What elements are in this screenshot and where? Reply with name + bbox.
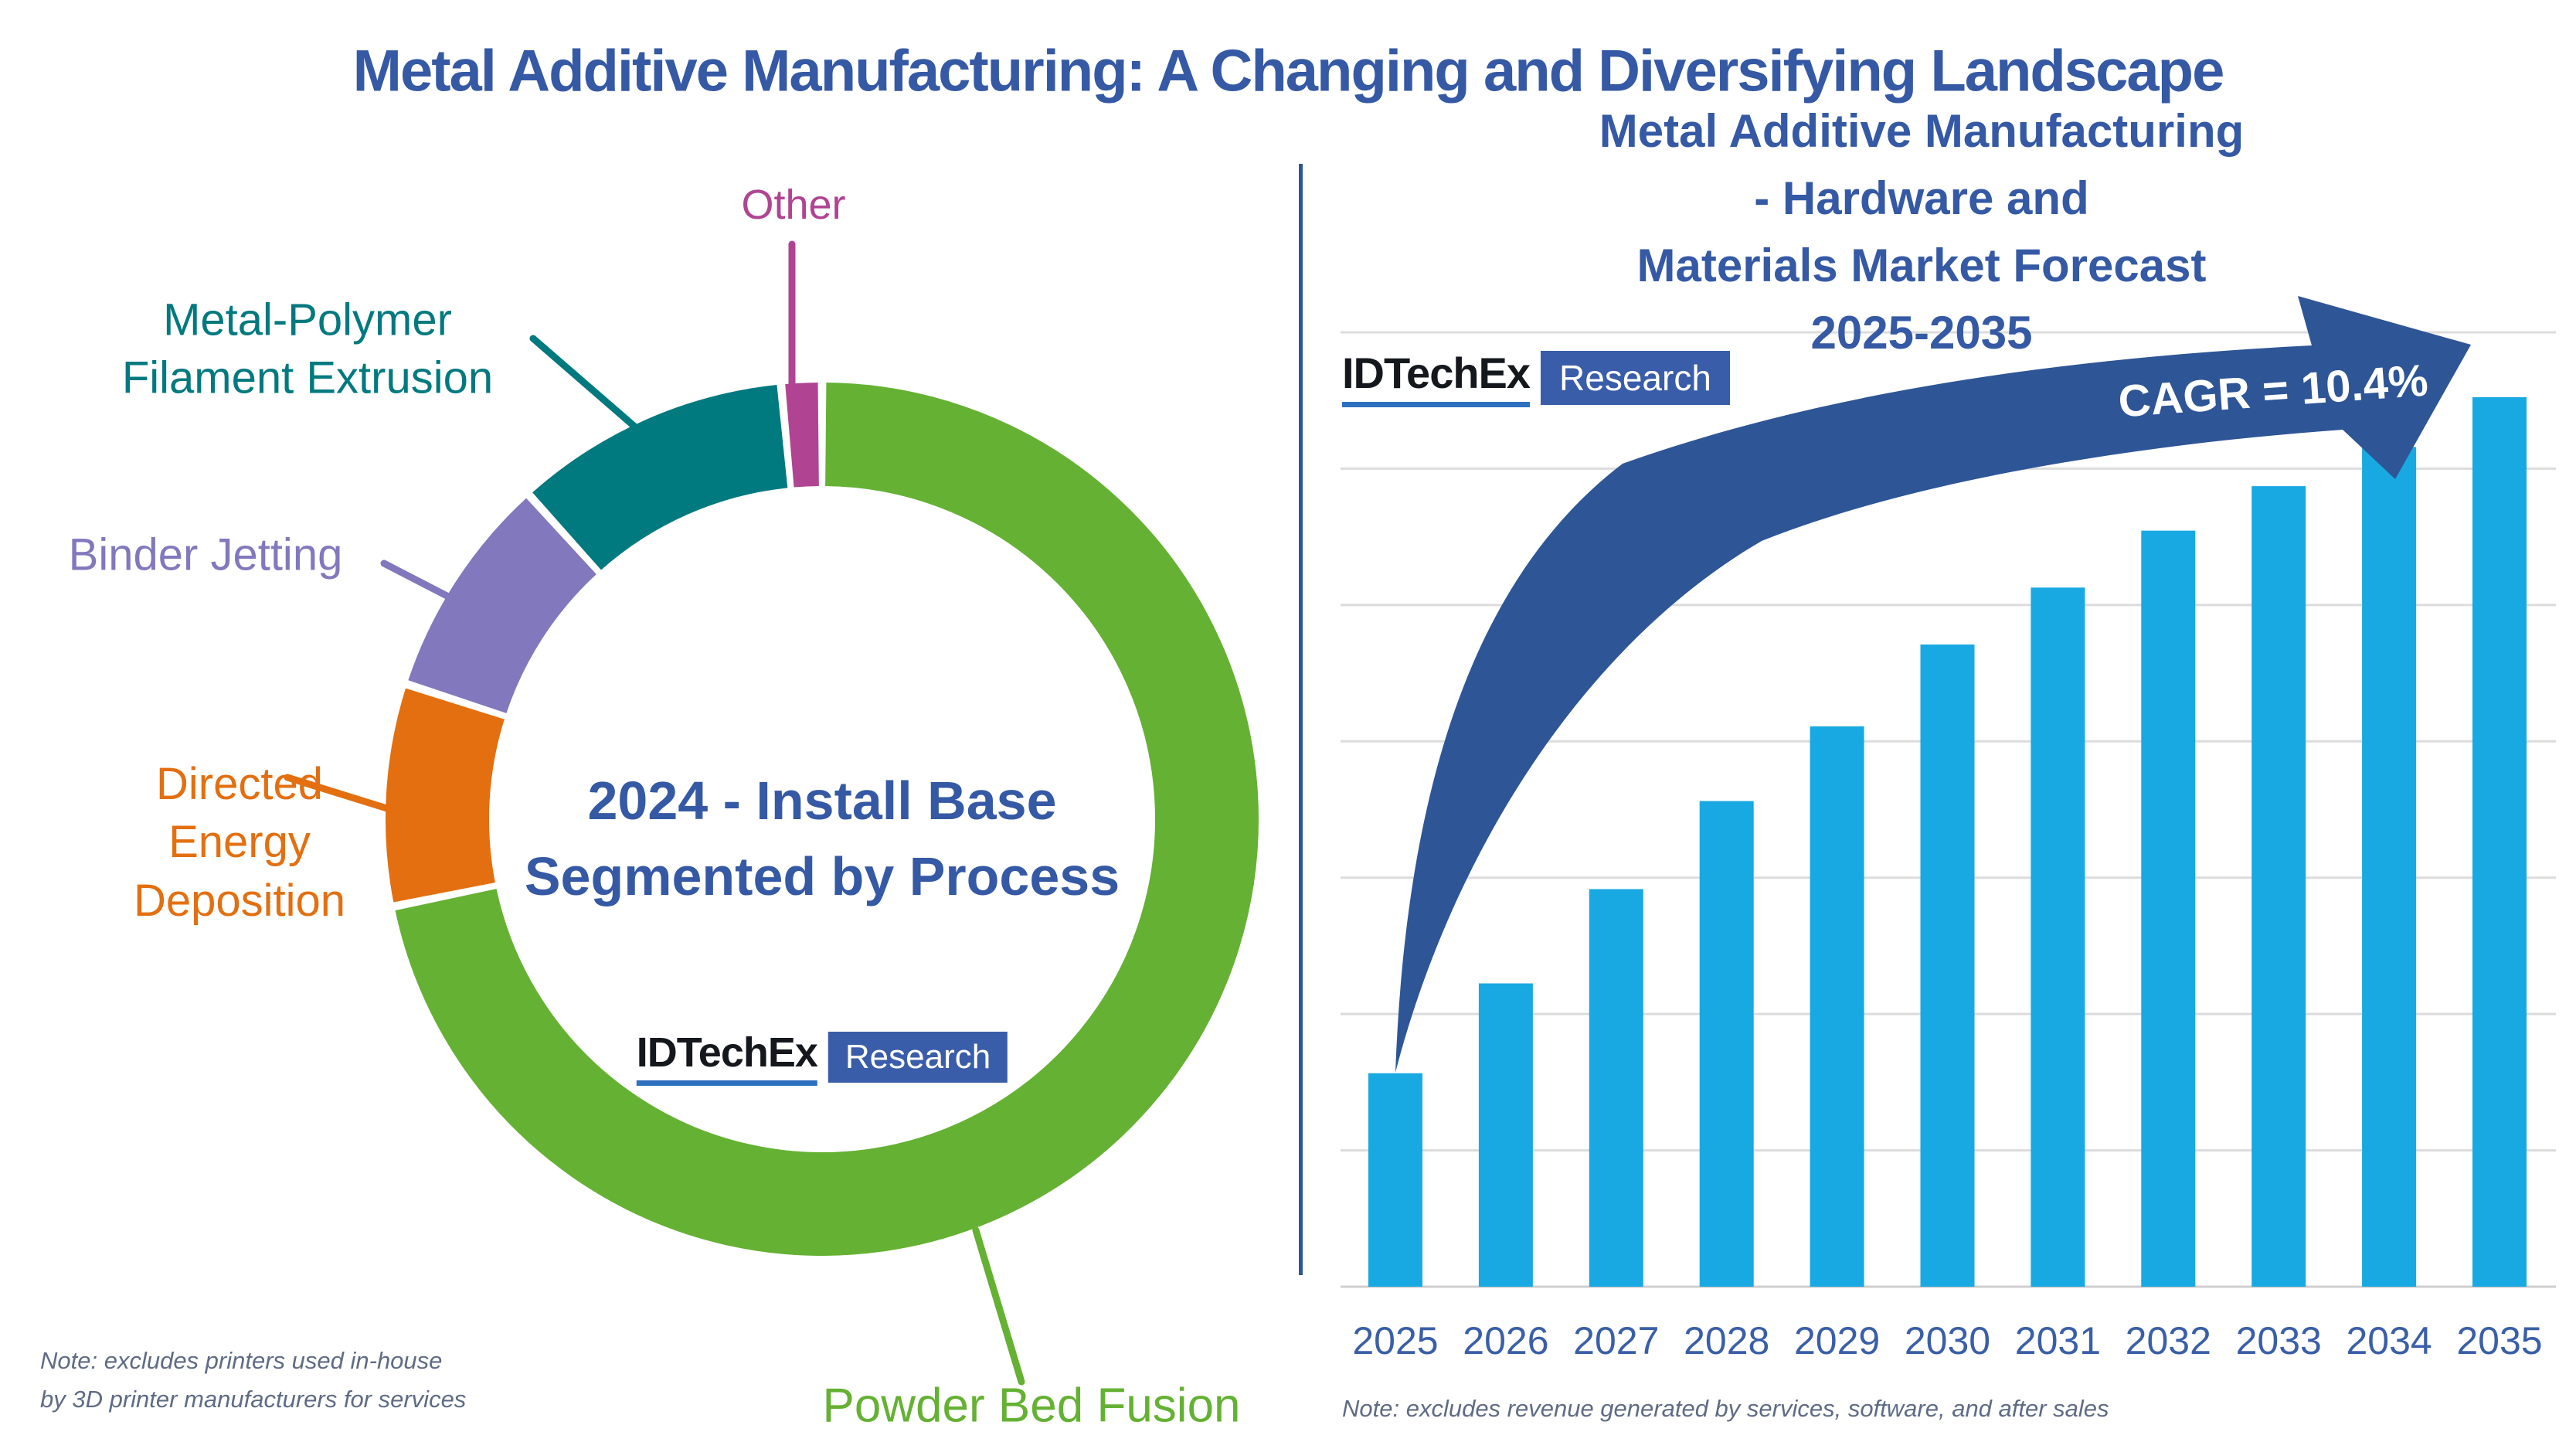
- research-badge: Research: [1541, 350, 1730, 405]
- x-axis-label-2031: 2031: [2015, 1319, 2101, 1362]
- bar-2033: [2251, 486, 2306, 1287]
- research-badge: Research: [828, 1032, 1008, 1083]
- x-axis-label-2035: 2035: [2456, 1319, 2542, 1362]
- donut-center-title: 2024 - Install Base Segmented by Process: [524, 770, 1120, 906]
- bar-2027: [1589, 889, 1643, 1287]
- x-axis-label-2026: 2026: [1463, 1319, 1548, 1362]
- x-axis-label-2029: 2029: [1794, 1319, 1880, 1362]
- bar-chart-footnote: Note: excludes revenue generated by serv…: [1342, 1395, 2109, 1422]
- x-axis-label-2025: 2025: [1352, 1319, 1438, 1362]
- bar-2031: [2031, 587, 2085, 1287]
- bar-2025: [1368, 1073, 1422, 1287]
- panel-divider-line: [1299, 164, 1303, 1275]
- bar-2029: [1810, 726, 1864, 1287]
- donut-slice-other: [785, 383, 820, 488]
- donut-label-powder-bed-fusion: Powder Bed Fusion: [822, 1379, 1241, 1433]
- donut-slice-directed-energy-deposition: [386, 688, 505, 903]
- donut-slice-binder-jetting: [408, 498, 597, 714]
- bar-2030: [1920, 644, 1975, 1287]
- leader-line-binder-jetting: [380, 560, 458, 604]
- bar-2032: [2141, 530, 2196, 1287]
- idtechex-wordmark: IDTechEx: [1342, 348, 1531, 407]
- leader-line-directed-energy-deposition: [284, 774, 396, 814]
- bar-2034: [2362, 447, 2417, 1287]
- bar-2026: [1478, 983, 1533, 1287]
- donut-label-directed-energy-deposition: Directed Energy Deposition: [133, 758, 346, 926]
- cagr-growth-arrow: [1395, 296, 2471, 1073]
- x-axis-label-2028: 2028: [1684, 1319, 1769, 1362]
- x-axis-label-2033: 2033: [2236, 1319, 2322, 1362]
- donut-label-binder-jetting: Binder Jetting: [68, 529, 343, 580]
- donut-label-other: Other: [741, 181, 846, 228]
- page-title: Metal Additive Manufacturing: A Changing…: [352, 38, 2225, 104]
- donut-label-metal-polymer-filament-extrusion: Metal-Polymer Filament Extrusion: [121, 294, 494, 403]
- bar-2028: [1699, 801, 1754, 1287]
- donut-footnote: Note: excludes printers used in-house by…: [40, 1347, 467, 1413]
- idtechex-wordmark: IDTechEx: [636, 1029, 818, 1086]
- x-axis-label-2030: 2030: [1905, 1319, 1990, 1362]
- donut-slice-metal-polymer-filament-extrusion: [532, 385, 789, 571]
- idtechex-research-logo: IDTechEx Research: [1342, 348, 1730, 407]
- donut-slice-powder-bed-fusion: [395, 383, 1259, 1256]
- idtechex-research-logo: IDTechEx Research: [636, 1029, 1008, 1086]
- x-axis-label-2034: 2034: [2346, 1319, 2432, 1362]
- x-axis-label-2027: 2027: [1573, 1319, 1659, 1362]
- leader-line-metal-polymer-filament-extrusion: [529, 335, 647, 438]
- bar-2035: [2472, 397, 2527, 1287]
- bar-chart-title: Metal Additive Manufacturing - Hardware …: [1599, 105, 2245, 359]
- leader-line-powder-bed-fusion: [972, 1226, 1025, 1386]
- x-axis-label-2032: 2032: [2126, 1319, 2211, 1362]
